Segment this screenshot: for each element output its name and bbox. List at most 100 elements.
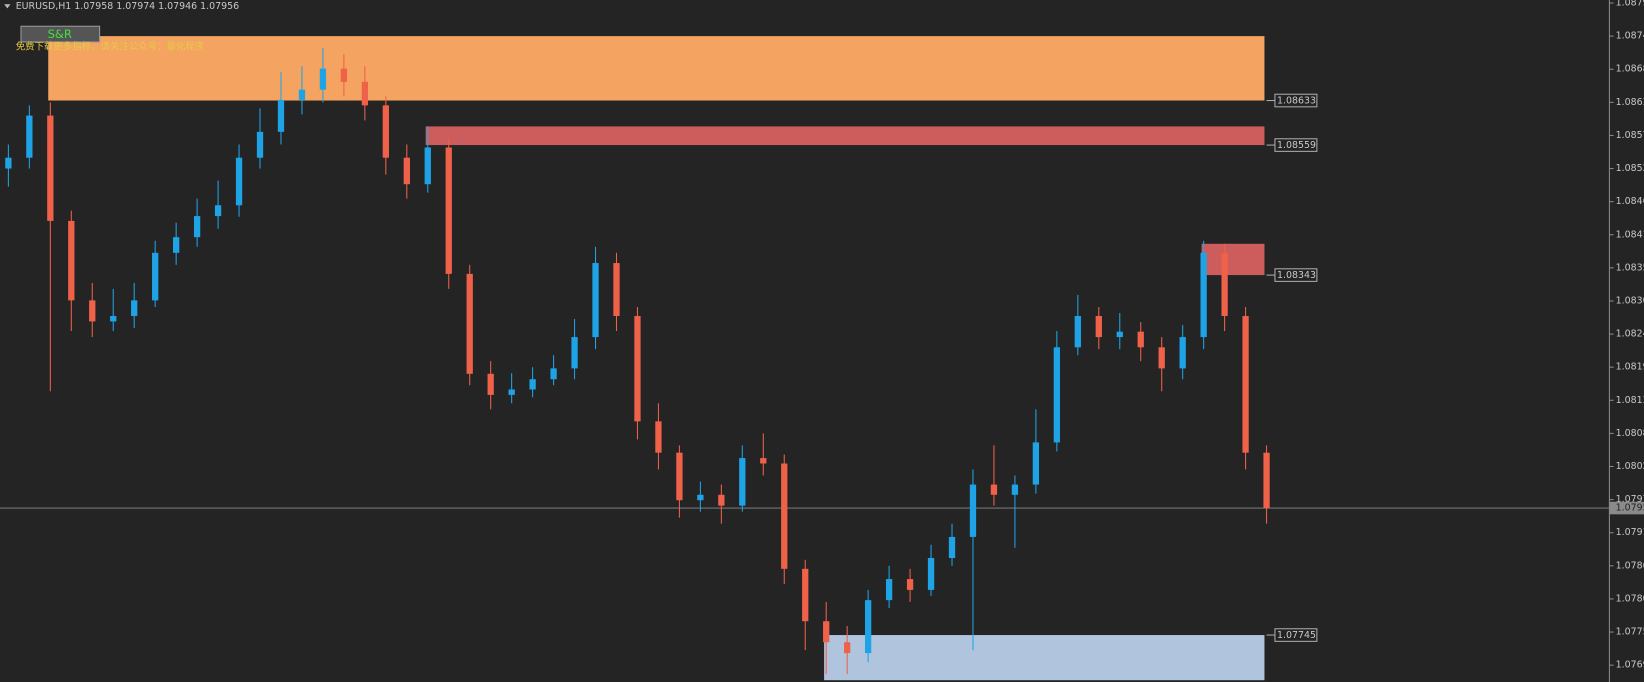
y-tick-label: 1.08300	[1616, 295, 1644, 306]
candle-body	[529, 379, 536, 390]
candle-body	[697, 494, 704, 501]
candle-body	[1011, 484, 1019, 495]
zone	[1201, 243, 1265, 276]
y-tick-label: 1.07750	[1616, 627, 1644, 638]
y-tick-label: 1.08135	[1616, 395, 1644, 406]
candle-body	[424, 147, 431, 185]
candle-body	[256, 131, 264, 158]
candle-body	[214, 205, 222, 217]
plot	[0, 36, 1610, 681]
y-tick-label: 1.08245	[1616, 329, 1644, 340]
candle-body	[802, 568, 809, 622]
menu-icon	[4, 4, 11, 9]
candle-body	[508, 389, 515, 395]
candle-body	[68, 220, 75, 301]
y-tick-label: 1.08575	[1616, 130, 1644, 141]
y-tick-label: 1.08025	[1616, 461, 1644, 472]
sr-button[interactable]	[20, 25, 101, 43]
candle-body	[1137, 331, 1144, 348]
y-tick-label: 1.07860	[1616, 560, 1644, 571]
candle-body	[403, 157, 410, 185]
y-tick-label: 1.08465	[1616, 196, 1644, 207]
y-tick-label: 1.08355	[1616, 262, 1644, 273]
candle-body	[1116, 331, 1123, 338]
y-tick-label: 1.08740	[1616, 31, 1644, 42]
candle-body	[613, 263, 620, 317]
candle-body	[47, 115, 54, 221]
candle-body	[466, 273, 473, 374]
candle-body	[1179, 337, 1186, 369]
y-tick-label: 1.08080	[1616, 428, 1644, 439]
candle-body	[382, 105, 389, 158]
candle-body	[948, 536, 956, 558]
candle-body	[319, 68, 327, 90]
candle-body	[26, 115, 33, 158]
candle-body	[1095, 316, 1102, 338]
candle-body	[927, 558, 935, 590]
candle-body	[1158, 347, 1165, 369]
candle-body	[152, 252, 159, 301]
zone	[48, 36, 1265, 101]
candle-body	[1221, 252, 1228, 317]
candle-body	[487, 373, 494, 395]
note: 免费下载更多指标，请关注公众号：量化程序	[16, 41, 204, 53]
candle-body	[1053, 347, 1061, 443]
candle-body	[445, 147, 452, 274]
candle-body	[110, 316, 117, 322]
candle-body	[969, 484, 977, 537]
candle-body	[172, 237, 180, 253]
candle-body	[634, 316, 641, 422]
candle-body	[277, 99, 285, 132]
y-tick-label: 1.08630	[1616, 97, 1644, 108]
candle-body	[235, 157, 243, 206]
candle-body	[781, 463, 788, 569]
candle-body	[131, 300, 138, 317]
last-price-label: 1.07956	[1616, 503, 1644, 514]
candle-body	[571, 337, 578, 369]
y-tick-label: 1.08190	[1616, 362, 1644, 373]
candle-body	[990, 484, 998, 495]
candle-body	[676, 452, 683, 501]
candle-body	[655, 421, 662, 453]
candle-body	[193, 216, 201, 238]
chart-title: EURUSD,H1 1.07958 1.07974 1.07946 1.0795…	[16, 1, 239, 12]
zone-label: 1.07745	[1277, 630, 1316, 641]
candle-body	[550, 368, 557, 380]
zone-label: 1.08633	[1277, 96, 1316, 107]
candle-body	[823, 621, 830, 643]
candle-body	[340, 68, 348, 82]
y-tick-label: 1.08795	[1616, 0, 1644, 9]
candle-body	[361, 81, 369, 106]
candle-body	[864, 600, 872, 654]
candle-body	[298, 89, 306, 100]
candle-body	[1200, 252, 1207, 338]
candle-body	[739, 458, 746, 506]
candle-body	[592, 263, 599, 338]
y-tick-label: 1.08520	[1616, 163, 1644, 174]
y-tick-label: 1.07695	[1616, 660, 1644, 671]
zone	[425, 126, 1265, 146]
y-tick-label: 1.07970	[1616, 494, 1644, 505]
zone-label: 1.08559	[1277, 140, 1316, 151]
sr-button-label[interactable]: S&R	[48, 27, 72, 41]
y-tick-label: 1.07915	[1616, 527, 1644, 538]
candle-body	[718, 494, 725, 506]
candle-body	[5, 157, 12, 169]
candle-body	[760, 458, 767, 464]
candle-body	[844, 642, 851, 654]
candle-body	[1074, 316, 1081, 348]
candle-body	[906, 579, 914, 590]
candle-body	[885, 579, 893, 601]
last-price-box	[1609, 501, 1644, 515]
candle-body	[1263, 452, 1270, 509]
y-tick-label: 1.08685	[1616, 64, 1644, 75]
zone-label: 1.08343	[1277, 270, 1316, 281]
y-tick-label: 1.07805	[1616, 593, 1644, 604]
candle-body	[89, 300, 96, 322]
candle-body	[1242, 316, 1249, 453]
y-tick-label: 1.08410	[1616, 229, 1644, 240]
zone	[824, 635, 1265, 681]
